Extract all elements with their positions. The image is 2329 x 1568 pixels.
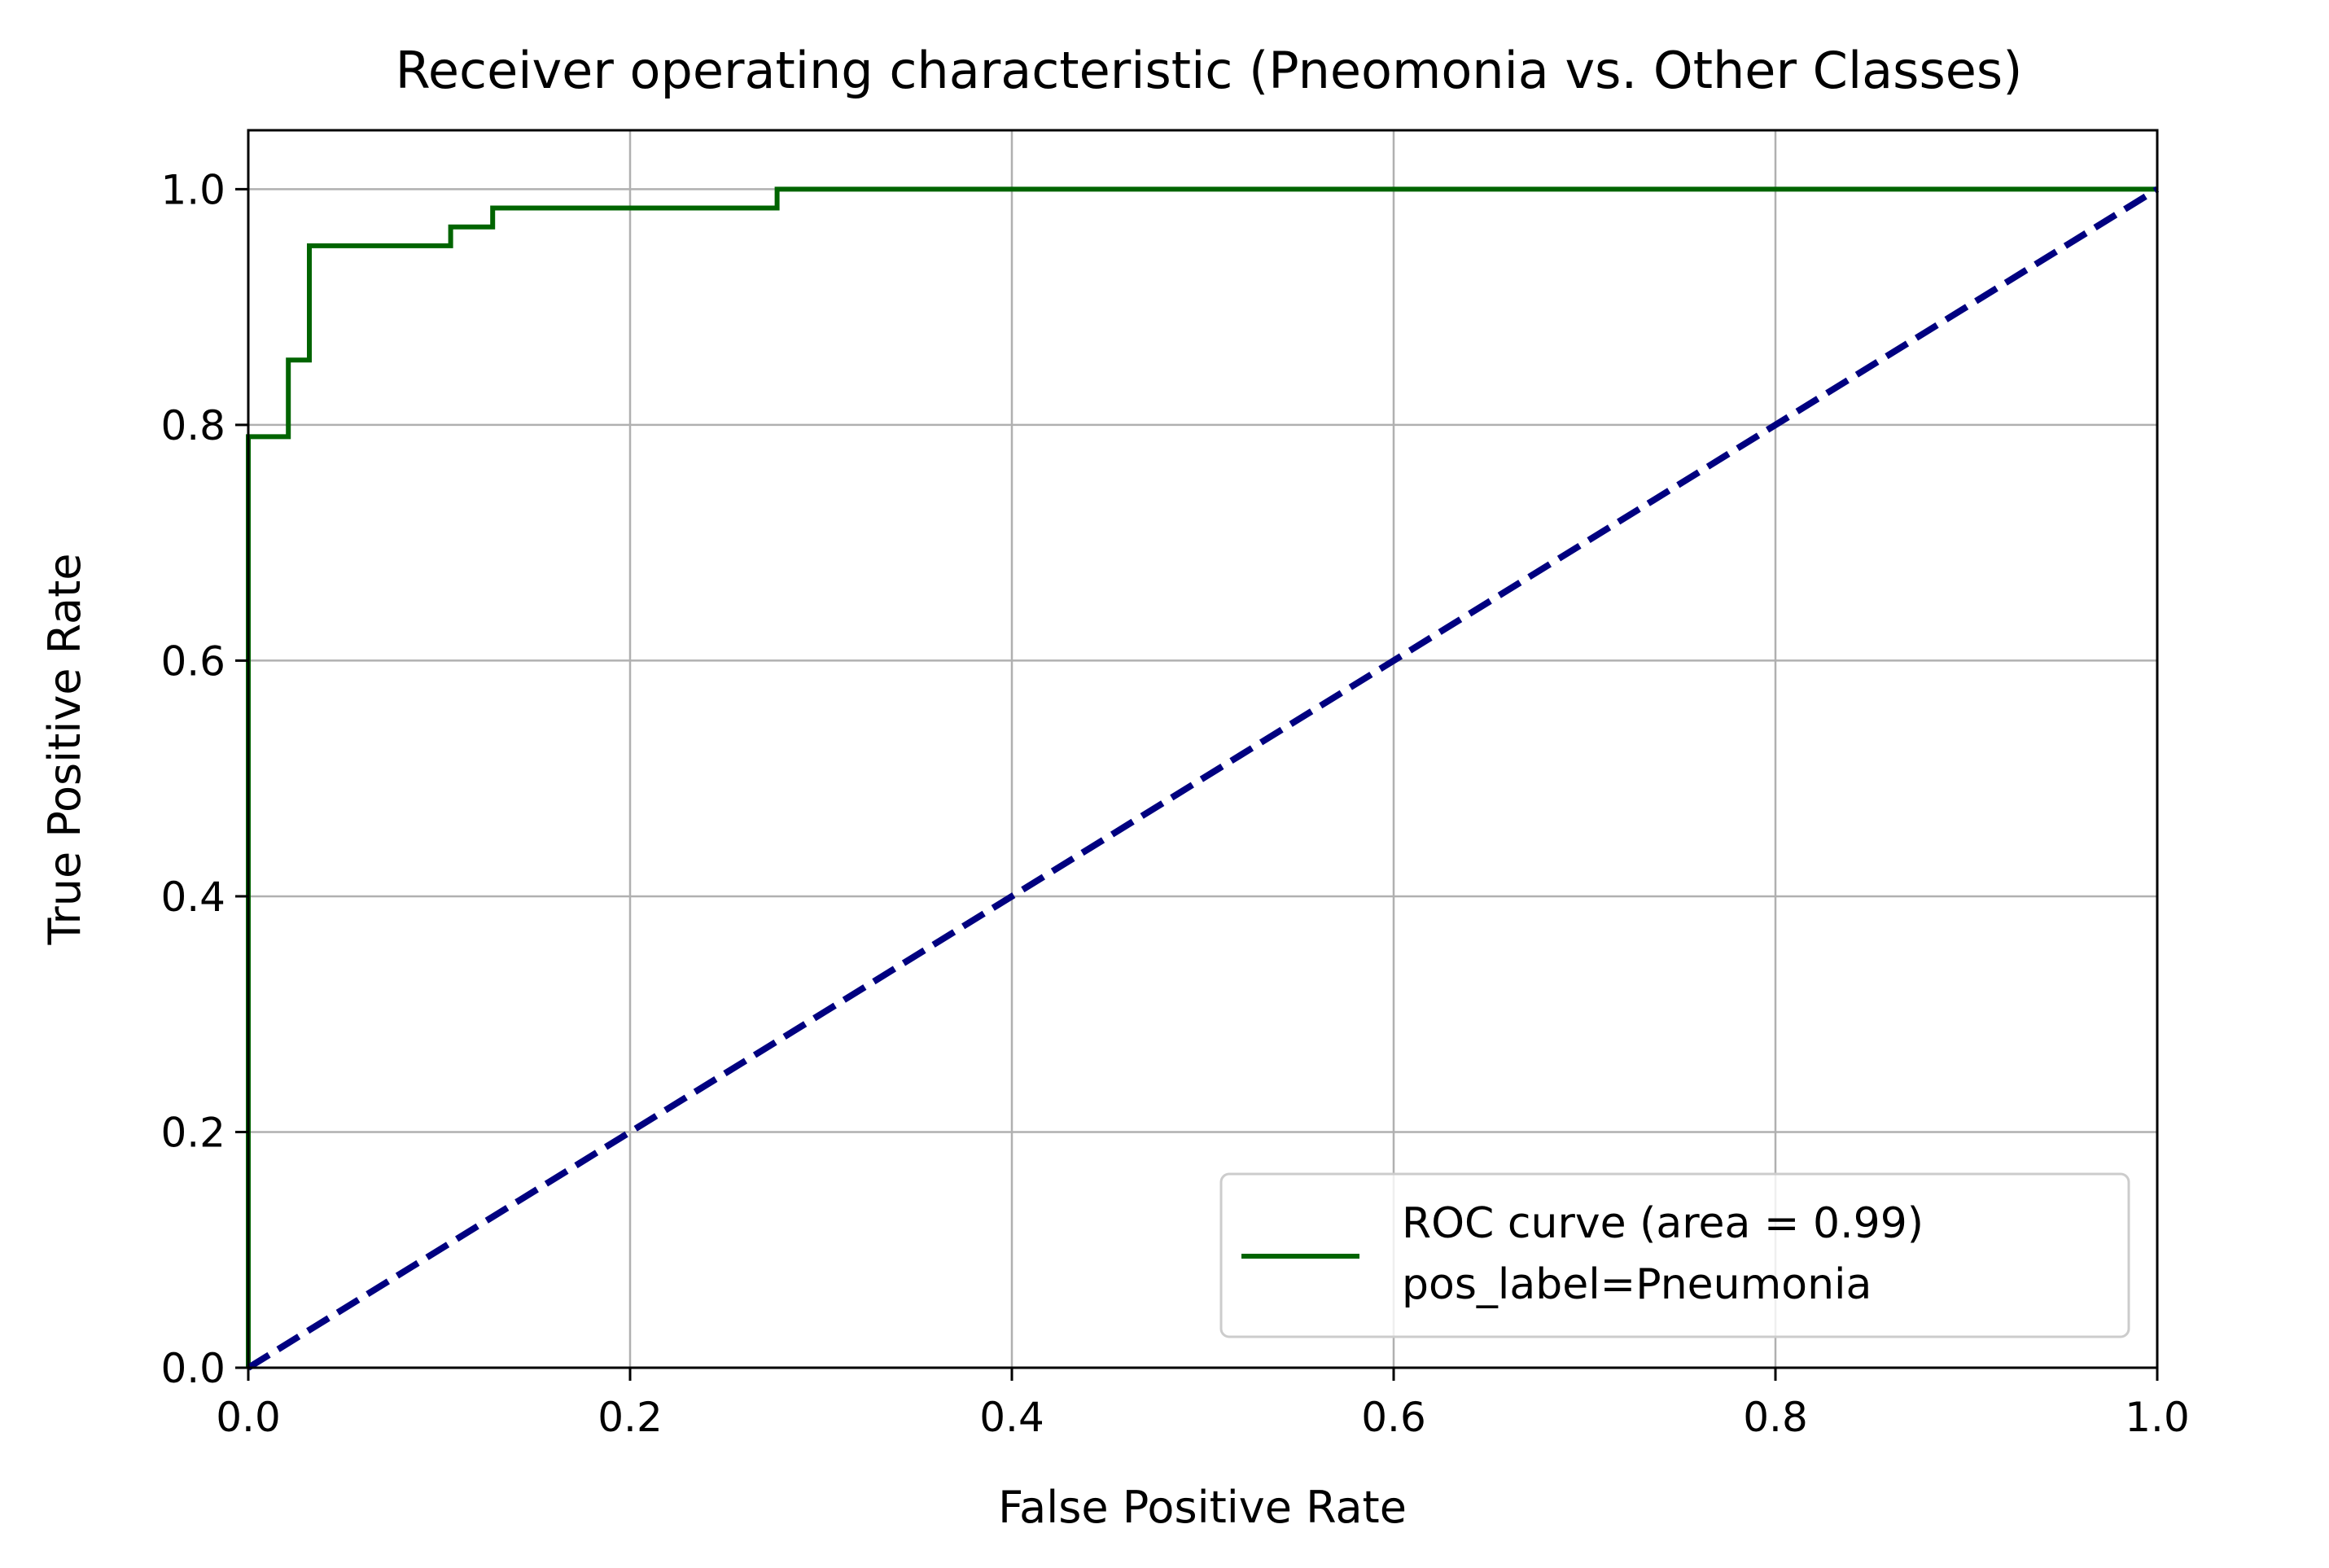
x-tick-label: 0.8 — [1743, 1394, 1808, 1441]
y-tick-label: 0.4 — [160, 874, 225, 921]
legend: ROC curve (area = 0.99) pos_label=Pneumo… — [1219, 1172, 2130, 1338]
x-tick-label: 0.0 — [216, 1394, 281, 1441]
x-tick-label: 1.0 — [2125, 1394, 2190, 1441]
legend-box — [1219, 1172, 2130, 1338]
chart-title: Receiver operating characteristic (Pneom… — [396, 41, 2023, 100]
series-layer — [246, 186, 2160, 1371]
x-tick-label: 0.6 — [1361, 1394, 1426, 1441]
diagonal-reference-line — [246, 186, 2160, 1371]
y-tick-label: 0.6 — [160, 637, 225, 685]
y-tick-label: 1.0 — [160, 166, 225, 213]
y-tick-label: 0.2 — [160, 1109, 225, 1156]
y-axis-label: True Positive Rate — [39, 553, 90, 945]
x-tick-label: 0.4 — [979, 1394, 1044, 1441]
legend-label-line1: ROC curve (area = 0.99) — [1402, 1199, 1924, 1248]
x-tick-label: 0.2 — [598, 1394, 663, 1441]
roc-curve-line — [246, 186, 2157, 1368]
legend-label-line2: pos_label=Pneumonia — [1402, 1260, 1872, 1309]
y-tick-label: 0.0 — [160, 1345, 225, 1392]
y-tick-label: 0.8 — [160, 402, 225, 449]
plot-frame — [247, 129, 2159, 1369]
axis-ticks: 0.0 0.2 0.4 0.6 0.8 1.0 0.0 0.2 0.4 0.6 0.8 1.0 — [160, 166, 2189, 1441]
x-axis-label: False Positive Rate — [998, 1482, 1407, 1533]
